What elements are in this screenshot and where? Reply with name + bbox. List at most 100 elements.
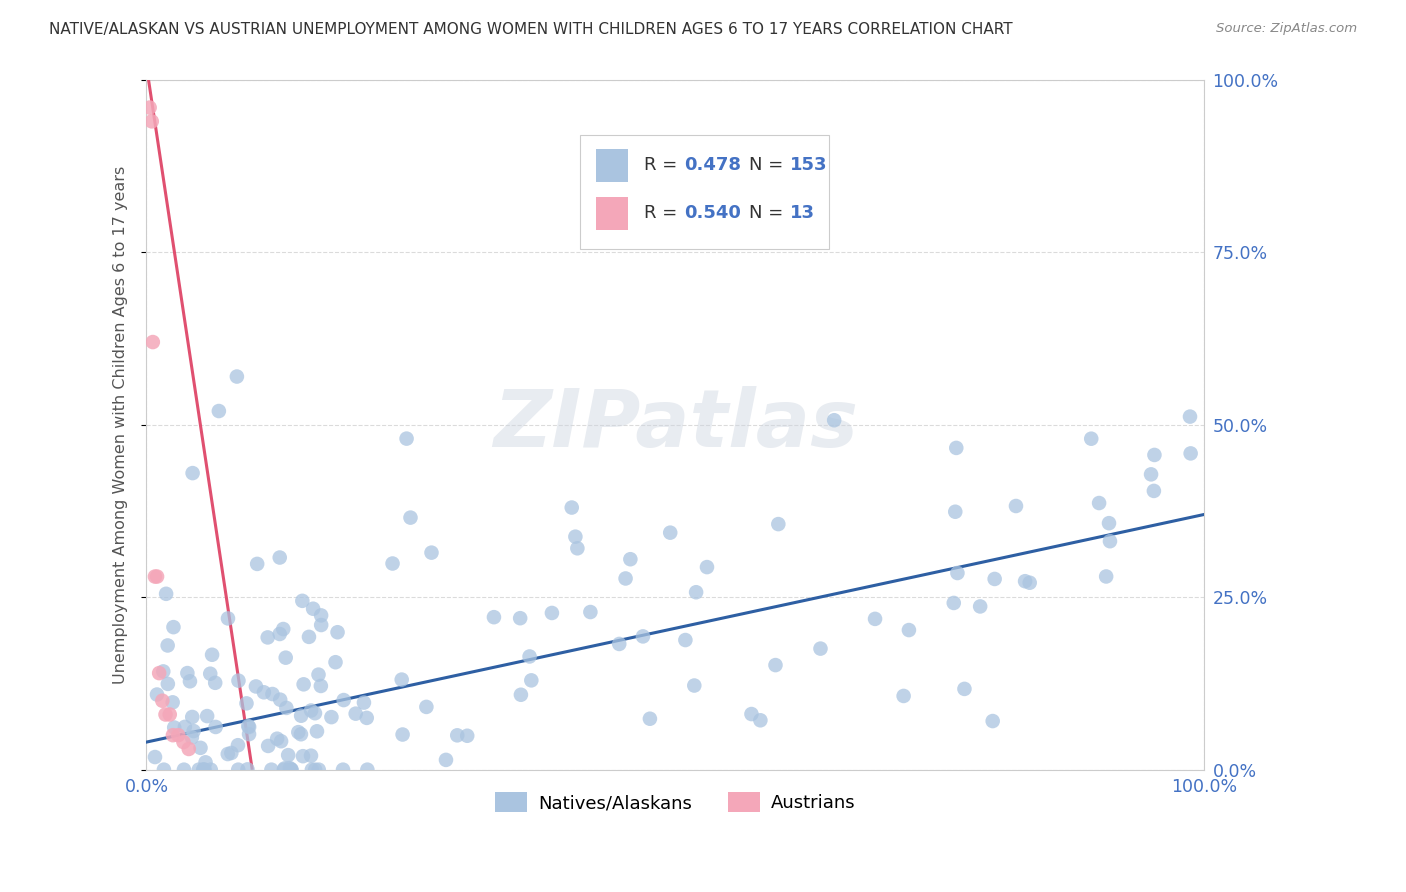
Point	[810, 641, 832, 656]
Legend: Natives/Alaskans, Austrians: Natives/Alaskans, Austrians	[488, 785, 863, 819]
Point	[276, 701, 298, 715]
Point	[308, 667, 330, 681]
Point	[253, 685, 276, 699]
Point	[190, 740, 212, 755]
Point	[226, 738, 249, 752]
Point	[509, 611, 531, 625]
Point	[969, 599, 991, 614]
Point	[266, 731, 288, 746]
Point	[162, 620, 184, 634]
Point	[893, 689, 915, 703]
Text: 0.478: 0.478	[683, 156, 741, 174]
Point	[195, 709, 218, 723]
Point	[579, 605, 602, 619]
Point	[1180, 446, 1202, 460]
Point	[309, 618, 332, 632]
Point	[143, 750, 166, 764]
Point	[353, 696, 375, 710]
Point	[153, 763, 176, 777]
Point	[278, 761, 301, 775]
Point	[1005, 499, 1028, 513]
Point	[287, 725, 309, 739]
Point	[399, 510, 422, 524]
Point	[308, 763, 330, 777]
Point	[141, 114, 163, 128]
Point	[204, 720, 226, 734]
Point	[509, 688, 531, 702]
Point	[768, 517, 790, 532]
Point	[142, 334, 165, 349]
Point	[152, 665, 174, 679]
Point	[299, 748, 322, 763]
Point	[301, 763, 323, 777]
Point	[228, 673, 250, 688]
Point	[277, 748, 299, 763]
Point	[180, 731, 202, 745]
Point	[381, 557, 404, 571]
Point	[631, 629, 654, 643]
Point	[148, 666, 170, 681]
Point	[181, 466, 204, 480]
Point	[325, 655, 347, 669]
Point	[659, 525, 682, 540]
Point	[564, 530, 586, 544]
Point	[173, 735, 195, 749]
Point	[291, 594, 314, 608]
Point	[823, 413, 845, 427]
Point	[236, 763, 259, 777]
Point	[305, 724, 328, 739]
Point	[567, 541, 589, 556]
Point	[309, 608, 332, 623]
Point	[280, 763, 302, 777]
Point	[273, 763, 295, 777]
Point	[1178, 409, 1201, 424]
Point	[749, 714, 772, 728]
Point	[280, 763, 302, 777]
Point	[194, 763, 217, 777]
Point	[156, 639, 179, 653]
Point	[269, 627, 291, 641]
Y-axis label: Unemployment Among Women with Children Ages 6 to 17 years: Unemployment Among Women with Children A…	[114, 166, 128, 684]
Text: R =: R =	[644, 156, 682, 174]
Point	[204, 675, 226, 690]
Point	[146, 569, 169, 583]
Point	[298, 630, 321, 644]
Point	[943, 505, 966, 519]
Point	[291, 749, 314, 764]
Text: Source: ZipAtlas.com: Source: ZipAtlas.com	[1216, 22, 1357, 36]
Point	[162, 695, 184, 709]
Point	[238, 727, 260, 741]
Point	[155, 587, 177, 601]
Point	[290, 727, 312, 741]
Point	[1095, 569, 1118, 583]
Text: R =: R =	[644, 204, 682, 222]
Point	[519, 649, 541, 664]
Text: 153: 153	[790, 156, 827, 174]
Text: 0.540: 0.540	[683, 204, 741, 222]
Point	[863, 612, 886, 626]
Point	[200, 666, 222, 681]
Point	[221, 746, 243, 760]
Point	[1088, 496, 1111, 510]
Point	[238, 719, 260, 733]
Text: NATIVE/ALASKAN VS AUSTRIAN UNEMPLOYMENT AMONG WOMEN WITH CHILDREN AGES 6 TO 17 Y: NATIVE/ALASKAN VS AUSTRIAN UNEMPLOYMENT …	[49, 22, 1012, 37]
Point	[163, 721, 186, 735]
Text: N =: N =	[749, 156, 789, 174]
Point	[1143, 483, 1166, 498]
Text: ZIPatlas: ZIPatlas	[492, 386, 858, 464]
Point	[696, 560, 718, 574]
Point	[482, 610, 505, 624]
Point	[1080, 432, 1102, 446]
Point	[179, 674, 201, 689]
Point	[1143, 448, 1166, 462]
Point	[246, 557, 269, 571]
Point	[356, 711, 378, 725]
Point	[391, 727, 413, 741]
Point	[520, 673, 543, 688]
Point	[945, 441, 967, 455]
Point	[434, 753, 457, 767]
Point	[217, 611, 239, 625]
Point	[238, 720, 260, 734]
Point	[561, 500, 583, 515]
Point	[1014, 574, 1036, 589]
